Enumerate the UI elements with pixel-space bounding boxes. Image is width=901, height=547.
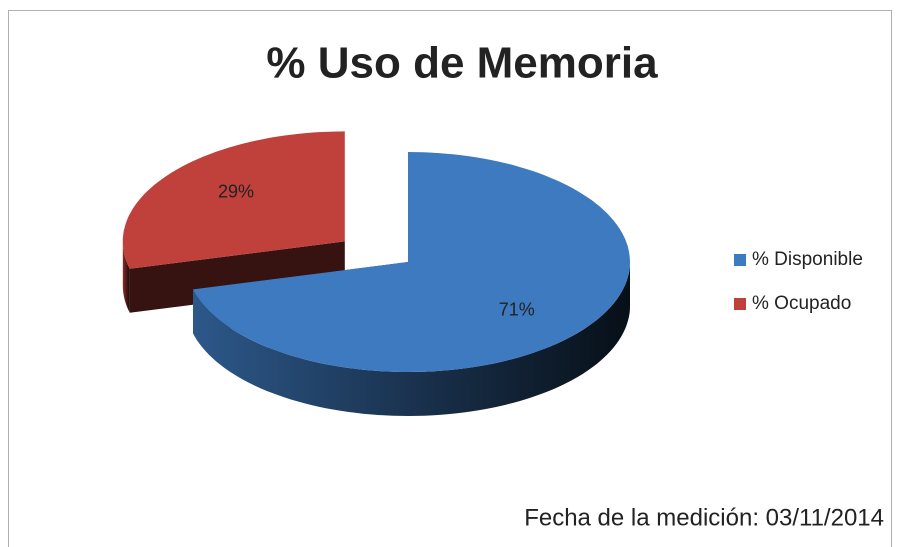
legend-label: % Disponible [752, 249, 863, 270]
legend-swatch [734, 254, 746, 266]
data-label: 71% [499, 299, 535, 319]
pie-slice [193, 152, 630, 416]
slice-side [129, 241, 345, 313]
data-label: 29% [218, 182, 254, 202]
slice-top [122, 131, 345, 269]
slice-wall [122, 241, 130, 313]
legend-swatch [734, 298, 746, 310]
slice-wall [193, 262, 630, 416]
chart-title: % Uso de Memoria [266, 39, 658, 88]
slice-top [193, 152, 630, 372]
legend-label: % Ocupado [752, 293, 851, 314]
pie-slice [122, 131, 345, 313]
annotation: Fecha de la medición: 03/11/2014 [524, 504, 884, 531]
